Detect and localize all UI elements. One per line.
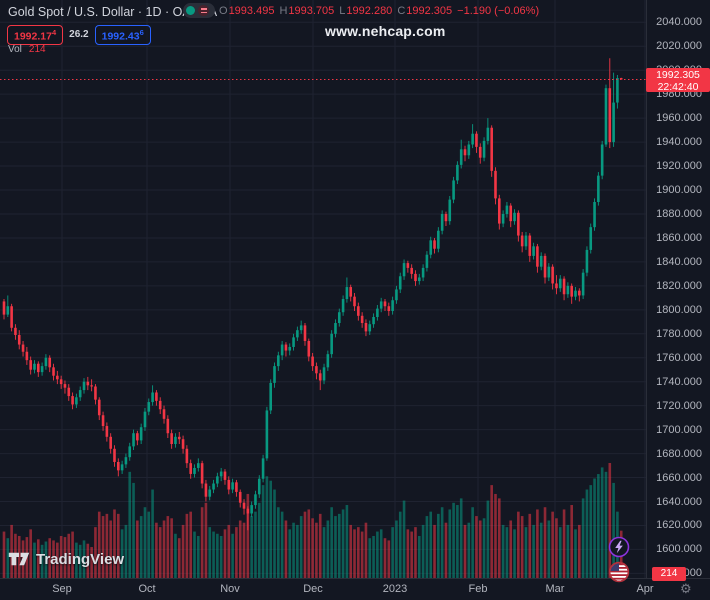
gear-icon[interactable]: ⚙ <box>680 581 692 596</box>
price-tick-label: 1600.000 <box>656 543 702 556</box>
buy-button[interactable]: 1992.436 <box>94 25 151 45</box>
price-tick-label: 1740.000 <box>656 375 702 388</box>
price-tick-label: 2020.000 <box>656 40 702 53</box>
ohlc-values: O 1993.495 H 1993.705 L 1992.280 C 1992.305 … <box>219 5 539 17</box>
low-value: 1992.280 <box>346 5 393 17</box>
price-tick-label: 1920.000 <box>656 160 702 173</box>
price-tick-label: 1940.000 <box>656 136 702 149</box>
visibility-dot-icon <box>186 6 195 15</box>
symbol-title[interactable]: Gold Spot / U.S. Dollar · 1D · OANDA <box>8 5 218 19</box>
price-tick-label: 1900.000 <box>656 184 702 197</box>
buy-price: 1992.43 <box>101 30 140 43</box>
close-value: 1992.305 <box>406 5 453 17</box>
time-tick-label: Feb <box>468 583 488 595</box>
price-tick-label: 2040.000 <box>656 16 702 29</box>
low-label: L <box>339 5 346 17</box>
time-tick-label: Dec <box>303 583 323 595</box>
price-tick-label: 1700.000 <box>656 423 702 436</box>
time-tick-label: 2023 <box>382 583 408 595</box>
time-tick-label: Apr <box>636 583 654 595</box>
current-price-flag: 1992.305 22:42:40 <box>646 68 710 93</box>
candles <box>2 58 623 531</box>
time-tick-label: Oct <box>138 583 156 595</box>
open-value: 1993.495 <box>228 5 275 17</box>
volume-value: 214 <box>28 44 46 55</box>
price-tick-label: 1960.000 <box>656 112 702 125</box>
price-tick-label: 1880.000 <box>656 207 702 220</box>
close-label: C <box>397 5 406 17</box>
sell-price-sup: 4 <box>51 28 57 37</box>
volume-bars <box>2 463 623 578</box>
change-value: −1.190 (−0.06%) <box>457 5 540 17</box>
current-volume-flag: 214 <box>652 567 686 581</box>
price-tick-label: 1660.000 <box>656 471 702 484</box>
grid-lines <box>0 0 646 578</box>
current-price-value: 1992.305 <box>656 69 700 81</box>
price-tick-label: 1840.000 <box>656 255 702 268</box>
open-label: O <box>219 5 228 17</box>
time-tick-label: Mar <box>545 583 565 595</box>
watermark-text: www.nehcap.com <box>325 23 446 39</box>
us-flag-icon[interactable] <box>608 561 630 583</box>
price-tick-label: 1800.000 <box>656 303 702 316</box>
source-toggle[interactable] <box>183 3 215 18</box>
price-tick-label: 1860.000 <box>656 231 702 244</box>
tradingview-logo-text: TradingView <box>36 550 125 568</box>
high-value: 1993.705 <box>288 5 335 17</box>
volume-indicator: Vol 214 <box>8 44 46 55</box>
price-tick-label: 1720.000 <box>656 399 702 412</box>
price-tick-label: 1620.000 <box>656 519 702 532</box>
tradingview-mark-icon <box>8 552 30 566</box>
sell-button[interactable]: 1992.174 <box>7 25 64 45</box>
time-tick-label: Sep <box>52 583 72 595</box>
bar-countdown: 22:42:40 <box>657 81 699 93</box>
tradingview-logo[interactable]: TradingView <box>8 550 124 568</box>
buy-price-sup: 6 <box>139 28 144 37</box>
high-label: H <box>279 5 288 17</box>
spread-value: 26.2 <box>69 29 89 41</box>
price-tick-label: 1780.000 <box>656 327 702 340</box>
quick-menu-icon <box>198 5 209 16</box>
price-tick-label: 1760.000 <box>656 351 702 364</box>
price-tick-label: 1820.000 <box>656 279 702 292</box>
price-tick-label: 1640.000 <box>656 495 702 508</box>
sell-price: 1992.17 <box>14 30 52 43</box>
time-axis[interactable]: Sep Oct Nov Dec 2023 Feb Mar Apr <box>0 578 710 600</box>
boost-lightning-icon[interactable] <box>608 536 630 558</box>
time-tick-label: Nov <box>220 583 240 595</box>
price-tick-label: 1680.000 <box>656 447 702 460</box>
volume-label: Vol <box>8 44 22 55</box>
